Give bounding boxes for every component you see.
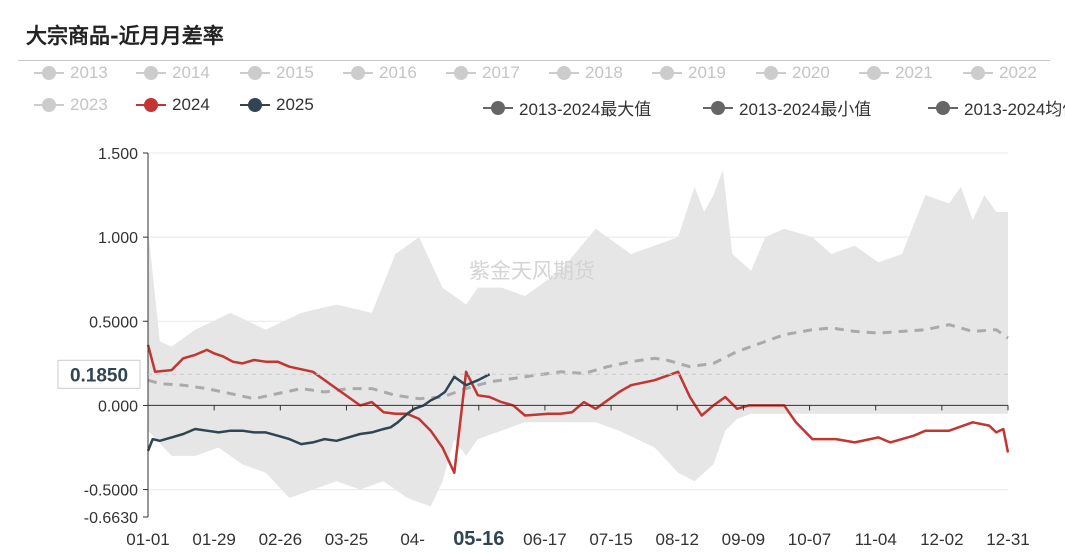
legend-marker-icon [652,66,682,80]
legend-marker-icon [549,66,579,80]
legend-label: 2013-2024均值 [964,100,1065,119]
legend-marker-icon [446,66,476,80]
series-band-max-min [148,169,1008,507]
legend-marker-icon [483,100,513,115]
legend-marker-icon [703,100,733,115]
axis-pointer: 0.1850 [57,359,1008,389]
legend-item-2020[interactable]: 2020 [756,63,830,83]
legend-item-2014[interactable]: 2014 [136,63,210,83]
legend-item-2017[interactable]: 2017 [446,63,520,83]
series-line-2024 [146,344,1010,474]
legend-marker-icon [756,66,786,80]
x-tick-label: 12-02 [920,530,963,549]
y-tick-label: 1.000 [98,230,138,247]
range-band [148,169,1008,507]
x-tick-label: 04- [400,530,425,549]
x-tick-label: 01-01 [126,530,169,549]
legend-label: 2022 [999,63,1037,82]
legend-marker-icon [859,66,889,80]
legend-label: 2013-2024最大值 [519,100,652,119]
pointer-box [57,359,141,389]
legend-label: 2025 [276,95,314,114]
series-line-2025 [146,373,491,452]
series-lines [146,323,1010,474]
x-tick-label: 05-16 [453,528,504,550]
legend-label: 2021 [895,63,933,82]
legend-label: 2019 [688,63,726,82]
x-tick-label: 11-04 [855,530,897,549]
legend-label: 2017 [482,63,520,82]
y-tick-label: -0.5000 [84,483,138,500]
legend-label: 2018 [585,63,623,82]
legend-item-2019[interactable]: 2019 [652,63,726,83]
legend-item-2013-2024均值[interactable]: 2013-2024均值 [928,95,1065,120]
x-tick-label: 10-07 [788,530,831,549]
legend-label: 2013-2024最小值 [739,100,872,119]
legend-item-2015[interactable]: 2015 [240,63,314,83]
x-tick-label: 08-12 [655,530,698,549]
legend-item-2025[interactable]: 2025 [240,95,314,115]
x-tick-label: 03-25 [325,530,368,549]
y-tick-label: 0.5000 [89,314,138,331]
x-tick-label: 09-09 [722,530,765,549]
legend-label: 2015 [276,63,314,82]
x-tick-label: 01-29 [192,530,235,549]
grid-lines [148,152,1008,491]
pointer-value-label: 0.1850 [70,365,128,386]
legend-label: 2016 [379,63,417,82]
legend-marker-icon [343,66,373,80]
y-tick-label: 1.500 [98,146,138,163]
watermark: 紫金天风期货 [469,260,595,283]
legend-item-2023[interactable]: 2023 [34,95,108,115]
x-tick-label: 02-26 [259,530,302,549]
y-tick-label: 0.000 [98,398,138,415]
chart-title: 大宗商品-近月月差率 [26,23,224,48]
legend-marker-icon [136,98,166,112]
x-tick-label: 07-15 [589,530,632,549]
legend-marker-icon [928,100,958,115]
legend-label: 2020 [792,63,830,82]
legend-marker-icon [240,66,270,80]
legend-label: 2024 [172,95,210,114]
legend-marker-icon [34,66,64,80]
legend-marker-icon [34,98,64,112]
title-divider [18,60,1050,61]
x-tick-label: 12-31 [986,530,1029,549]
legend-label: 2013 [70,63,108,82]
legend-item-2013-2024最小值[interactable]: 2013-2024最小值 [703,95,871,120]
series-line-2013-2024均值 [147,323,1009,401]
legend-label: 2023 [70,95,108,114]
legend-marker-icon [136,66,166,80]
axes: 1.500 1.000 0.5000 0.000 -0.5000 -0.6630 01-01… [84,146,1030,550]
legend-label: 2014 [172,63,210,82]
legend-item-2013[interactable]: 2013 [34,63,108,83]
legend-item-2024[interactable]: 2024 [136,95,210,115]
legend-marker-icon [240,98,270,112]
legend-marker-icon [963,66,993,80]
legend-item-2013-2024最大值[interactable]: 2013-2024最大值 [483,95,651,120]
y-tick-label: -0.6630 [84,510,138,527]
legend-item-2018[interactable]: 2018 [549,63,623,83]
legend-item-2016[interactable]: 2016 [343,63,417,83]
legend-item-2021[interactable]: 2021 [859,63,933,83]
legend-item-2022[interactable]: 2022 [963,63,1037,83]
x-tick-label: 06-17 [523,530,566,549]
